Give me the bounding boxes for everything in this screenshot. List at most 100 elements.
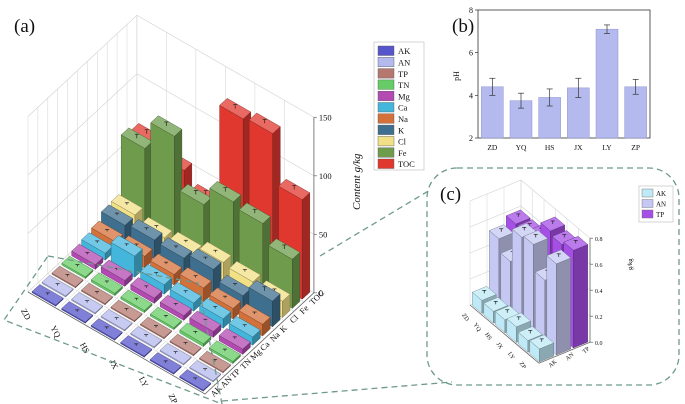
a-bar-TN-YQ bbox=[90, 272, 123, 297]
a-bar-top bbox=[199, 350, 231, 372]
a-bar-Ca-JX bbox=[169, 282, 202, 312]
a-bar-AK-HS bbox=[90, 318, 123, 341]
a-site-label: JX bbox=[107, 358, 120, 371]
a-bar-top bbox=[110, 299, 143, 321]
a-site-label: LY bbox=[137, 375, 151, 389]
b-bar-LY bbox=[595, 28, 619, 139]
a-legend-label-TP: TP bbox=[398, 69, 408, 79]
a-bar-TP-ZP bbox=[199, 350, 231, 374]
b-y-tick-label: 8 bbox=[469, 6, 473, 15]
c-component-label: AN bbox=[565, 352, 576, 363]
a-bar-Ca-ZP bbox=[228, 316, 261, 346]
panel-label-b: (b) bbox=[452, 16, 474, 37]
a-bar-top bbox=[248, 280, 281, 302]
a-bar-top bbox=[120, 335, 153, 357]
c-site-label: YQ bbox=[472, 322, 482, 333]
a-legend-label-K: K bbox=[398, 125, 405, 135]
a-z-tick-label: 100 bbox=[319, 171, 332, 181]
c-bar-AK-ZP bbox=[529, 334, 555, 363]
a-legend-label-AN: AN bbox=[398, 58, 410, 68]
a-bar-top bbox=[169, 333, 202, 355]
c-z-axis-title: g/kg bbox=[627, 258, 634, 270]
a-bar-TN-ZD bbox=[61, 255, 94, 280]
c-legend-label-TP: TP bbox=[656, 211, 664, 219]
a-bar-TP-HS bbox=[110, 299, 143, 323]
a-bar-top bbox=[159, 343, 192, 365]
a-legend-label-Ca: Ca bbox=[398, 103, 408, 113]
a-legend-label-TOC: TOC bbox=[398, 159, 415, 169]
a-site-label: ZP bbox=[166, 392, 180, 404]
a-bar-top bbox=[228, 261, 261, 283]
c-bar-AN-ZP bbox=[546, 249, 572, 356]
a-bar-top bbox=[209, 287, 242, 309]
c-site-label: LY bbox=[506, 351, 516, 361]
a-bar-top bbox=[71, 292, 104, 314]
c-legend-label-AN: AN bbox=[656, 201, 666, 209]
a-site-label: ZD bbox=[19, 307, 33, 322]
a-bar-top bbox=[179, 369, 212, 391]
a-bar-top bbox=[140, 316, 172, 338]
a-legend-swatch-K bbox=[377, 124, 395, 135]
a-bar-Mg-HS bbox=[130, 277, 163, 304]
a-legend-swatch-Fe bbox=[377, 147, 395, 158]
a-bar-AK-ZP bbox=[179, 369, 212, 392]
c-z-tick-label: 0.0 bbox=[595, 341, 603, 347]
c-site-label: ZP bbox=[518, 361, 527, 371]
a-bar-Ca-YQ bbox=[110, 235, 143, 278]
c-legend-label-AK: AK bbox=[656, 190, 666, 198]
c-z-tick-label: 0.4 bbox=[595, 289, 603, 295]
c-bar-side bbox=[556, 257, 571, 356]
a-bar-top bbox=[90, 318, 123, 340]
a-legend-swatch-Mg bbox=[377, 90, 395, 101]
a-z-tick-label: 50 bbox=[319, 229, 328, 239]
a-bar-top bbox=[81, 282, 113, 304]
a-legend-swatch-Cl bbox=[377, 136, 395, 147]
c-site-label: ZD bbox=[460, 313, 470, 324]
a-bar-TN-JX bbox=[149, 306, 182, 331]
b-y-tick-label: 4 bbox=[469, 91, 473, 100]
c-legend: AK AN TP bbox=[638, 185, 674, 223]
a-site-label: YQ bbox=[48, 324, 63, 340]
panel-b: 2 4 6 8 pH ZD YQ HS JX LY ZP bbox=[452, 6, 651, 152]
a-bar-top bbox=[31, 284, 64, 306]
a-bar-top bbox=[100, 309, 133, 331]
a-bar-Mg-ZD bbox=[71, 243, 104, 270]
a-bar-top bbox=[189, 360, 222, 382]
a-bar-TN-HS bbox=[120, 289, 153, 314]
c-dashed-frame bbox=[426, 167, 680, 386]
b-x-tick-label: LY bbox=[602, 143, 612, 152]
c-site-label: JX bbox=[495, 342, 504, 351]
a-z-axis-title: Content g/kg bbox=[351, 153, 363, 210]
a-bar-Mg-JX bbox=[159, 294, 192, 321]
a-bar-top bbox=[160, 237, 192, 259]
c-bars bbox=[471, 209, 589, 363]
a-bar-top bbox=[149, 352, 182, 374]
a-legend-swatch-Ca bbox=[377, 102, 395, 113]
c-z-tick-label: 0.6 bbox=[595, 263, 603, 269]
a-component-label: K bbox=[278, 322, 290, 334]
a-legend-swatch-TOC bbox=[377, 158, 395, 169]
b-x-tick-label: JX bbox=[574, 143, 583, 152]
b-y-tick-label: 6 bbox=[469, 49, 473, 58]
a-bar-side bbox=[292, 251, 301, 309]
c-bar-side bbox=[573, 244, 588, 349]
b-y-tick-label: 2 bbox=[469, 134, 473, 143]
a-bar-top bbox=[41, 275, 74, 297]
a-bar-top bbox=[130, 326, 163, 348]
b-x-tick-label: ZP bbox=[631, 143, 640, 152]
connector-line-top bbox=[319, 189, 431, 257]
c-legend-swatch-AN bbox=[641, 199, 654, 208]
a-bar-TP-YQ bbox=[81, 282, 113, 306]
c-z-tick-label: 0.8 bbox=[595, 237, 603, 243]
a-bar-AN-LY bbox=[159, 343, 192, 366]
c-component-label: TP bbox=[582, 346, 592, 356]
c-legend-swatch-TP bbox=[641, 209, 654, 219]
a-bar-top bbox=[150, 253, 183, 275]
a-component-label: Fe bbox=[297, 303, 310, 316]
a-z-tick-label: 0 bbox=[319, 288, 323, 298]
a-bar-TP-ZD bbox=[51, 265, 84, 289]
zoom-connector bbox=[2, 189, 453, 404]
a-bar-AK-YQ bbox=[61, 301, 94, 324]
